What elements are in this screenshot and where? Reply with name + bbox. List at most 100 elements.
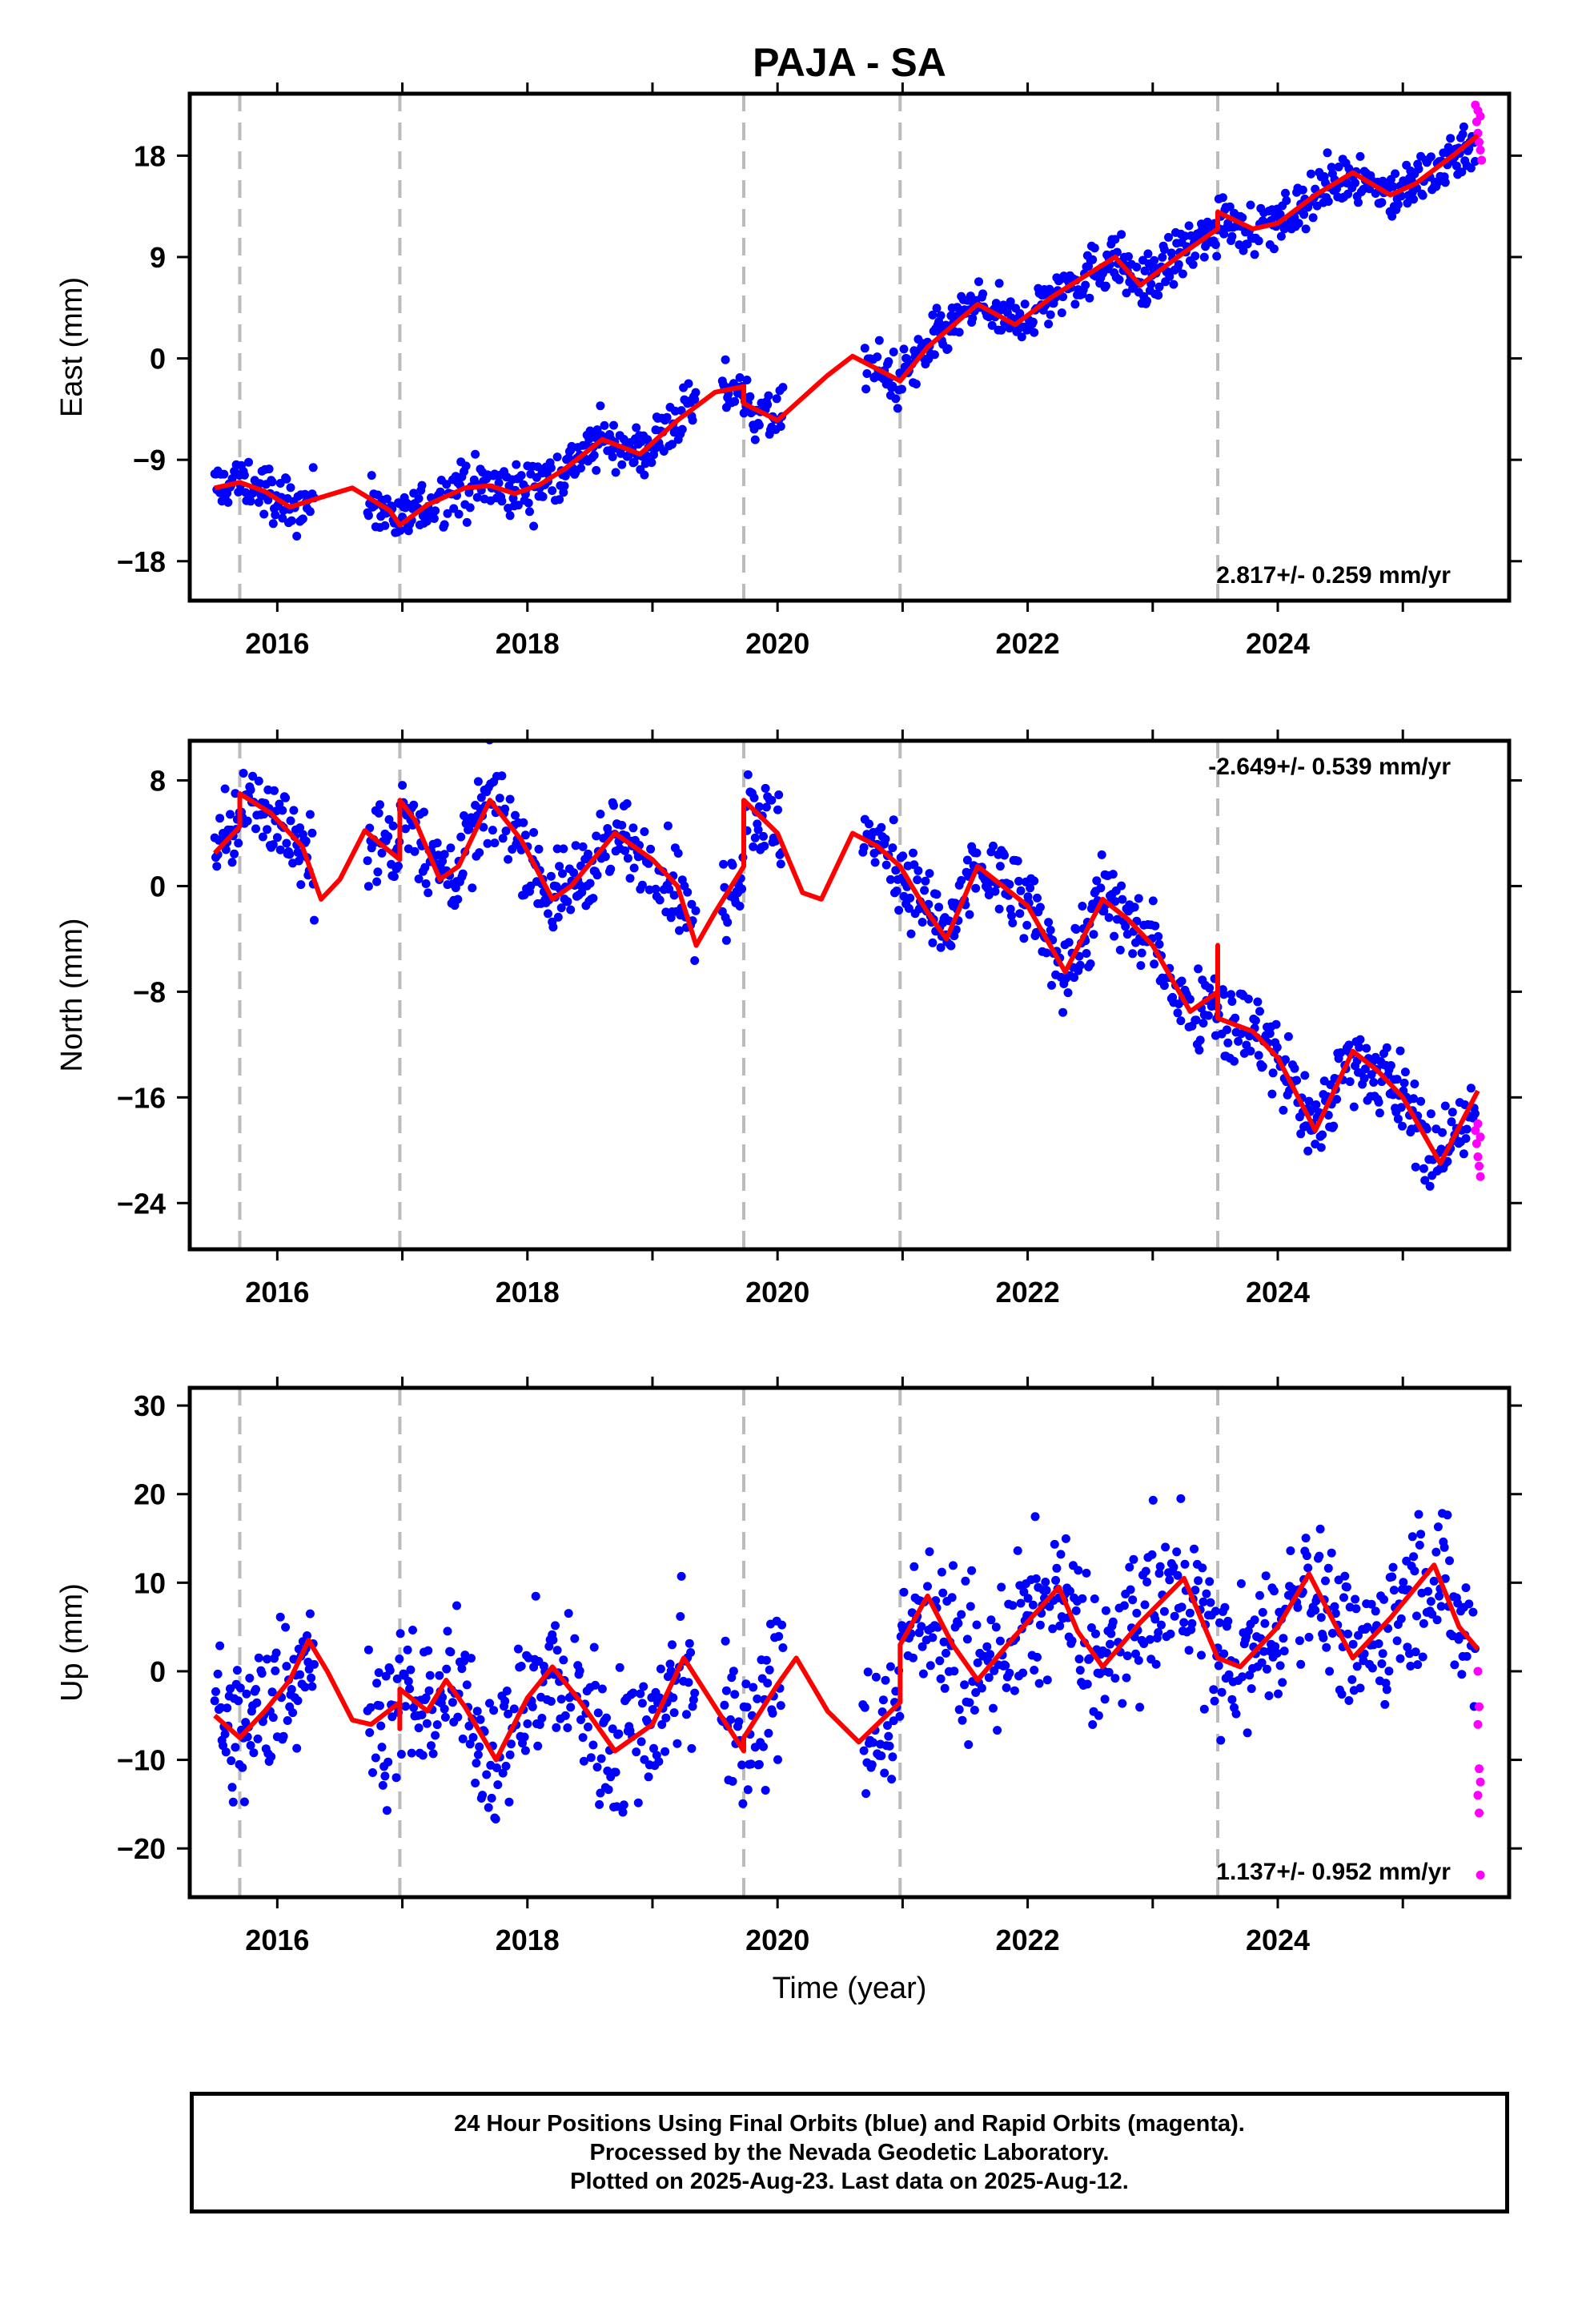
final-orbit-point xyxy=(553,912,563,922)
final-orbit-point xyxy=(226,1684,235,1694)
footer-line-2: Processed by the Nevada Geodetic Laborat… xyxy=(589,2140,1110,2165)
final-orbit-point xyxy=(592,465,601,475)
final-orbit-point xyxy=(243,816,252,826)
final-orbit-point xyxy=(485,1699,494,1708)
final-orbit-point xyxy=(640,470,649,480)
final-orbit-point xyxy=(889,815,898,825)
final-orbit-point xyxy=(391,1773,401,1783)
final-orbit-point xyxy=(723,918,733,927)
final-orbit-point xyxy=(227,1783,237,1792)
final-orbit-point xyxy=(920,886,930,895)
final-orbit-point xyxy=(776,422,785,431)
final-orbit-point xyxy=(1129,1554,1138,1564)
final-orbit-point xyxy=(869,1738,878,1747)
final-orbit-point xyxy=(1101,1606,1110,1615)
final-orbit-point xyxy=(889,348,898,356)
final-orbit-point xyxy=(1307,169,1315,179)
final-orbit-point xyxy=(268,840,278,850)
final-orbit-point xyxy=(1056,1550,1066,1559)
final-orbit-point xyxy=(546,1697,556,1706)
final-orbit-point xyxy=(1267,1089,1277,1099)
rapid-orbit-point xyxy=(1471,1126,1480,1136)
final-orbit-point xyxy=(1276,231,1286,241)
final-orbit-point xyxy=(476,793,486,802)
final-orbit-point xyxy=(271,1666,280,1675)
final-orbit-point xyxy=(881,860,891,870)
final-orbit-point xyxy=(406,1665,416,1675)
final-orbit-point xyxy=(991,299,1001,308)
final-orbit-point xyxy=(1218,193,1227,203)
final-orbit-point xyxy=(227,858,237,867)
final-orbit-point xyxy=(1423,1586,1433,1596)
final-orbit-point xyxy=(409,1703,419,1712)
final-orbit-point xyxy=(1030,1512,1040,1522)
y-tick-label: 0 xyxy=(150,343,166,376)
final-orbit-point xyxy=(974,277,983,287)
velocity-rate-label: -2.649+/- 0.539 mm/yr xyxy=(1208,754,1451,780)
final-orbit-point xyxy=(753,1694,762,1703)
final-orbit-point xyxy=(1058,292,1068,302)
final-orbit-point xyxy=(1409,1552,1419,1562)
final-orbit-point xyxy=(1427,1610,1437,1619)
final-orbit-point xyxy=(960,1680,970,1690)
final-orbit-point xyxy=(1301,224,1311,234)
final-orbit-point xyxy=(528,1702,537,1711)
final-orbit-point xyxy=(1375,1108,1384,1118)
final-orbit-point xyxy=(520,1732,529,1742)
final-orbit-point xyxy=(307,1673,316,1683)
final-orbit-point xyxy=(721,1686,731,1695)
final-orbit-point xyxy=(494,478,504,488)
final-orbit-point xyxy=(1082,1568,1091,1578)
final-orbit-point xyxy=(1190,1544,1199,1554)
final-orbit-point xyxy=(1386,1061,1395,1070)
final-orbit-point xyxy=(1271,1642,1280,1651)
final-orbit-point xyxy=(410,846,420,856)
final-orbit-point xyxy=(750,435,760,444)
final-orbit-point xyxy=(560,481,569,491)
final-orbit-point xyxy=(579,1756,588,1766)
final-orbit-point xyxy=(493,1780,503,1790)
final-orbit-point xyxy=(905,893,915,903)
final-orbit-point xyxy=(1143,249,1153,259)
final-orbit-point xyxy=(1170,1611,1179,1621)
final-orbit-point xyxy=(1089,930,1098,939)
final-orbit-point xyxy=(552,1723,561,1732)
final-orbit-point xyxy=(759,831,768,841)
final-orbit-point xyxy=(1097,850,1106,859)
final-orbit-point xyxy=(264,464,274,474)
final-orbit-point xyxy=(300,1683,310,1692)
final-orbit-point xyxy=(651,884,661,894)
final-orbit-point xyxy=(366,1703,375,1712)
final-orbit-point xyxy=(1140,266,1150,275)
final-orbit-point xyxy=(454,509,464,519)
final-orbit-point xyxy=(287,516,296,525)
final-orbit-point xyxy=(1260,1618,1270,1628)
final-orbit-point xyxy=(862,369,872,378)
final-orbit-point xyxy=(500,1696,510,1706)
final-orbit-point xyxy=(1316,1143,1326,1152)
final-orbit-point xyxy=(1194,1576,1203,1586)
final-orbit-point xyxy=(991,1622,1001,1632)
final-orbit-point xyxy=(1018,1668,1028,1678)
final-orbit-point xyxy=(1435,1591,1444,1601)
final-orbit-point xyxy=(555,495,564,505)
final-orbit-point xyxy=(1392,1636,1402,1646)
final-orbit-point xyxy=(774,790,784,799)
final-orbit-point xyxy=(614,1729,624,1739)
final-orbit-point xyxy=(529,828,539,837)
final-orbit-point xyxy=(502,1687,512,1695)
final-orbit-point xyxy=(1185,995,1195,1004)
rapid-orbit-point xyxy=(1475,1764,1484,1774)
final-orbit-point xyxy=(1269,1586,1279,1596)
y-tick-label: 18 xyxy=(134,139,166,172)
final-orbit-point xyxy=(1355,151,1365,161)
final-orbit-point xyxy=(293,1696,303,1706)
final-orbit-point xyxy=(1211,240,1220,249)
final-orbit-point xyxy=(1006,904,1015,914)
final-orbit-point xyxy=(1311,1606,1320,1615)
final-orbit-point xyxy=(987,320,997,330)
final-orbit-point xyxy=(1311,1100,1321,1109)
final-orbit-point xyxy=(885,1662,895,1671)
final-orbit-point xyxy=(687,1743,697,1753)
final-orbit-point xyxy=(1380,1699,1390,1709)
